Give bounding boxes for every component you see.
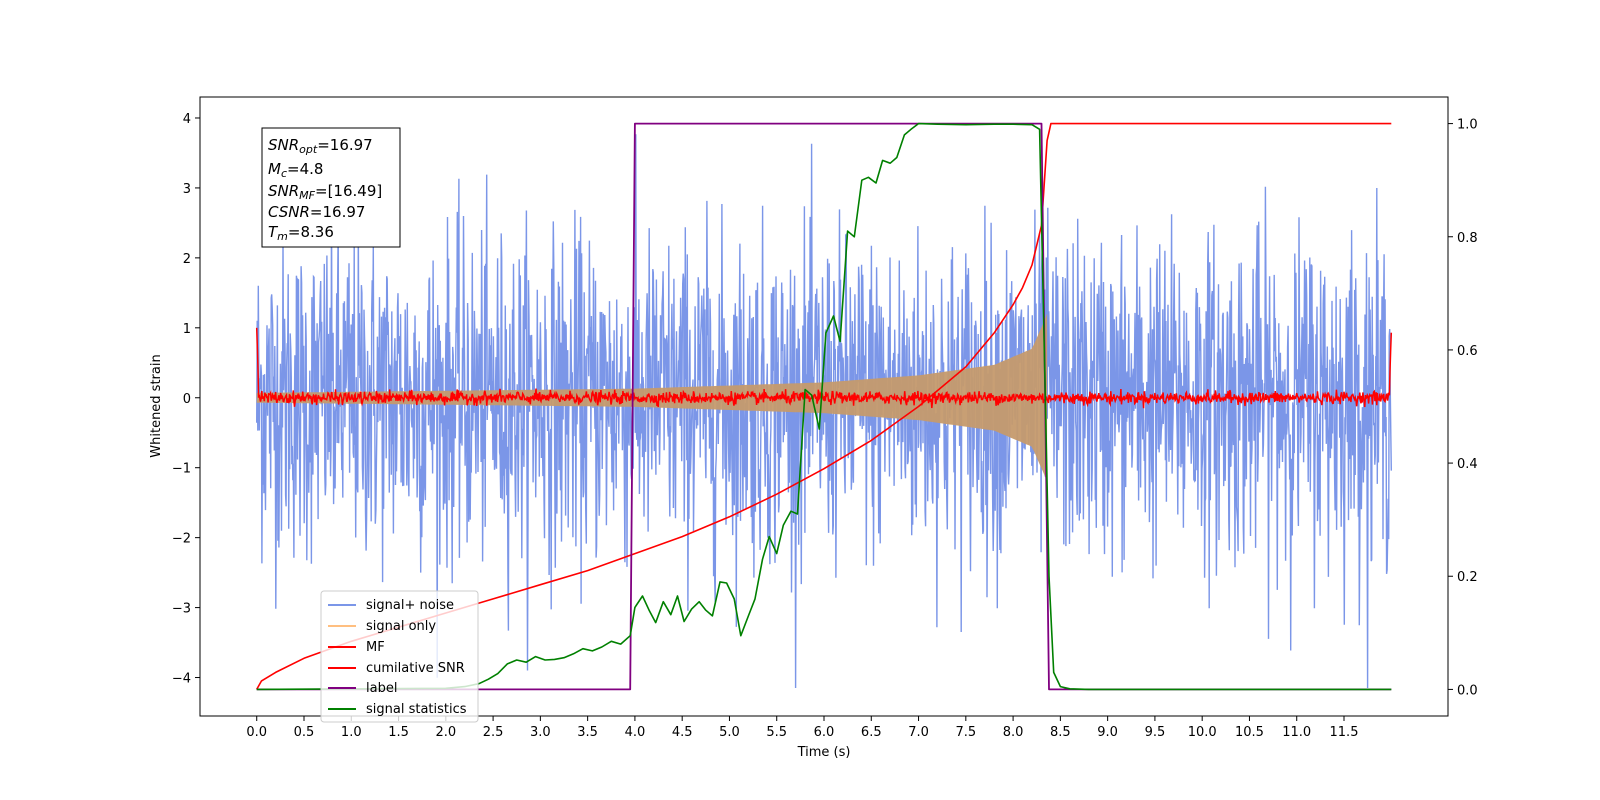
stats-box: SNRopt=16.97 Mc=4.8 SNRMF=[16.49] CSNR=1…: [261, 127, 401, 248]
y-tick-label: −3: [172, 602, 191, 617]
legend-label-signal-only: signal only: [366, 619, 436, 634]
x-tick-label: 10.5: [1235, 725, 1264, 740]
stat-mc-value: =4.8: [287, 160, 323, 178]
y-axis-label: Whitened strain: [149, 354, 164, 457]
legend-label-cumulative-snr: cumilative SNR: [366, 661, 465, 676]
stat-snr-opt-value: =16.97: [317, 136, 373, 154]
x-tick-label: 9.5: [1145, 725, 1166, 740]
y2-tick-label: 0.4: [1457, 457, 1478, 472]
stat-snr-opt: SNRopt=16.97: [268, 136, 373, 156]
x-tick-label: 2.5: [483, 725, 504, 740]
legend-label-signal-noise: signal+ noise: [366, 598, 454, 613]
stat-tm-value: =8.36: [288, 223, 334, 241]
x-tick-label: 5.0: [719, 725, 740, 740]
x-tick-label: 4.5: [672, 725, 693, 740]
stat-csnr: CSNR=16.97: [268, 203, 365, 221]
y-tick-label: −4: [172, 672, 191, 687]
stat-csnr-value: =16.97: [310, 203, 366, 221]
x-tick-label: 7.5: [955, 725, 976, 740]
series-signal-noise: [256, 134, 1392, 689]
x-tick-label: 1.5: [388, 725, 409, 740]
y-tick-label: 4: [183, 112, 191, 127]
stat-snr-mf: SNRMF=[16.49]: [268, 182, 382, 202]
axes: 0.0 0.5 1.0 1.5 2.0 2.5 3.0 3.5 4.0 4.5 5.0 5.5 6.0 6…: [172, 112, 1478, 740]
y-tick-label: 1: [183, 322, 191, 337]
x-tick-label: 6.5: [861, 725, 882, 740]
x-tick-label: 5.5: [766, 725, 787, 740]
x-tick-label: 7.0: [908, 725, 929, 740]
stat-tm: Tm=8.36: [268, 223, 334, 243]
x-tick-label: 0.0: [246, 725, 267, 740]
y2-tick-label: 1.0: [1457, 118, 1478, 133]
y-tick-label: 3: [183, 182, 191, 197]
stat-mc: Mc=4.8: [268, 160, 323, 180]
series-mf: [255, 327, 1393, 409]
x-tick-label: 3.5: [577, 725, 598, 740]
legend-frame: [320, 590, 479, 723]
series-signal-statistics: [256, 122, 1392, 691]
legend: signal+ noise signal only MF cumilative …: [320, 590, 479, 723]
y-tick-label: 0: [183, 392, 191, 407]
legend-label-signal-statistics: signal statistics: [366, 702, 467, 717]
x-tick-label: 11.0: [1282, 725, 1311, 740]
legend-label-mf: MF: [366, 640, 385, 655]
x-tick-label: 1.0: [341, 725, 362, 740]
y2-tick-label: 0.0: [1457, 683, 1478, 698]
y2-tick-label: 0.8: [1457, 231, 1478, 246]
x-tick-label: 3.0: [530, 725, 551, 740]
x-tick-label: 9.0: [1097, 725, 1118, 740]
x-tick-label: 2.0: [435, 725, 456, 740]
x-tick-label: 4.0: [625, 725, 646, 740]
x-tick-label: 8.0: [1003, 725, 1024, 740]
x-tick-label: 10.0: [1188, 725, 1217, 740]
x-tick-label: 0.5: [294, 725, 315, 740]
stat-snr-mf-value: =[16.49]: [315, 182, 382, 200]
stats-box-frame: [261, 127, 401, 248]
legend-label-label: label: [366, 681, 397, 696]
y-tick-label: 2: [183, 252, 191, 267]
y-tick-label: −1: [172, 462, 191, 477]
x-tick-label: 8.5: [1050, 725, 1071, 740]
x-axis-label: Time (s): [797, 745, 851, 760]
x-tick-label: 11.5: [1330, 725, 1359, 740]
x-tick-label: 6.0: [814, 725, 835, 740]
y2-tick-label: 0.6: [1457, 344, 1478, 359]
y2-tick-label: 0.2: [1457, 570, 1478, 585]
y-tick-label: −2: [172, 532, 191, 547]
